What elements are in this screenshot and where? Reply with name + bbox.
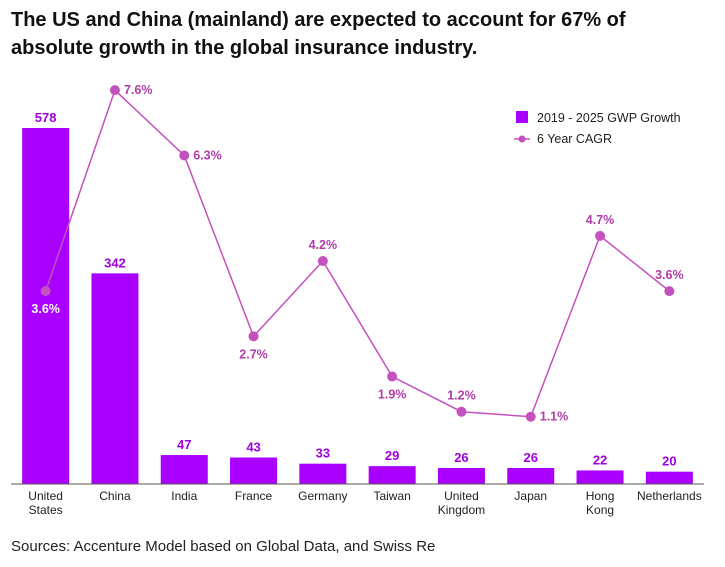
bar-9	[645, 471, 693, 484]
cagr-point-6	[456, 406, 467, 417]
x-tick-label-3: France	[235, 489, 273, 503]
x-tick-label-9: Netherlands	[637, 489, 702, 503]
bar-0	[22, 128, 70, 484]
bar-4	[299, 463, 347, 484]
x-tick-label-4: Germany	[298, 489, 347, 503]
bar-value-label-5: 29	[385, 448, 399, 463]
bar-value-label-8: 22	[593, 452, 607, 467]
cagr-value-label-5: 1.9%	[378, 388, 407, 402]
cagr-point-4	[317, 255, 328, 266]
legend-bar-swatch	[516, 111, 528, 123]
x-tick-label-7: Japan	[514, 489, 547, 503]
cagr-point-2	[179, 150, 190, 161]
x-tick-label-part: India	[171, 489, 197, 503]
bar-value-label-9: 20	[662, 454, 676, 469]
x-tick-label-5: Taiwan	[373, 489, 410, 503]
x-tick-label-part: Hong	[586, 489, 615, 503]
cagr-value-label-1: 7.6%	[124, 83, 153, 97]
bar-1	[91, 273, 139, 484]
cagr-value-label-7: 1.1%	[540, 410, 569, 424]
x-tick-label-part: Netherlands	[637, 489, 702, 503]
bar-7	[507, 467, 555, 484]
cagr-value-label-0: 3.6%	[31, 302, 60, 316]
x-tick-label-part: Japan	[514, 489, 547, 503]
cagr-point-5	[387, 371, 398, 382]
bar-value-label-2: 47	[177, 437, 191, 452]
x-tick-label-part: States	[29, 503, 63, 517]
bar-value-label-6: 26	[454, 450, 468, 465]
cagr-value-label-9: 3.6%	[655, 268, 684, 282]
cagr-point-1	[109, 85, 120, 96]
cagr-value-label-2: 6.3%	[193, 148, 222, 162]
cagr-point-3	[248, 331, 259, 342]
x-tick-label-6: United Kingdom	[438, 489, 485, 517]
chart-title: The US and China (mainland) are expected…	[11, 9, 626, 59]
cagr-point-7	[525, 411, 536, 422]
bar-8	[576, 470, 624, 484]
bar-3	[230, 457, 278, 484]
x-tick-label-part: France	[235, 489, 273, 503]
x-tick-label-part: Germany	[298, 489, 347, 503]
x-tick-label-part: China	[99, 489, 131, 503]
bar-value-label-4: 33	[316, 446, 330, 461]
x-tick-label-part: Kingdom	[438, 503, 485, 517]
bar-6	[437, 467, 485, 484]
cagr-value-label-4: 4.2%	[309, 238, 338, 252]
cagr-point-8	[595, 230, 606, 241]
bar-value-label-1: 342	[104, 255, 126, 270]
legend-bar-label: 2019 - 2025 GWP Growth	[537, 111, 681, 125]
x-tick-label-part: United	[444, 489, 479, 503]
cagr-line	[44, 88, 670, 418]
cagr-value-label-8: 4.7%	[586, 213, 615, 227]
bar-value-label-3: 43	[246, 440, 260, 455]
x-tick-label-part: United	[28, 489, 63, 503]
bar-value-label-0: 578	[35, 110, 57, 125]
cagr-point-0	[40, 286, 51, 297]
bar-5	[368, 466, 416, 484]
cagr-value-label-6: 1.2%	[447, 389, 476, 403]
cagr-point-9	[664, 286, 675, 297]
legend-line-marker	[518, 135, 526, 143]
x-tick-label-0: United States	[28, 489, 63, 517]
x-tick-label-8: Hong Kong	[586, 489, 615, 517]
x-tick-label-part: Kong	[586, 503, 614, 517]
bar-value-label-7: 26	[524, 450, 538, 465]
cagr-value-label-3: 2.7%	[239, 347, 268, 361]
x-tick-label-2: India	[171, 489, 197, 503]
x-tick-label-1: China	[99, 489, 131, 503]
legend-line-label: 6 Year CAGR	[537, 132, 612, 146]
bar-2	[160, 455, 208, 484]
x-tick-label-part: Taiwan	[373, 489, 410, 503]
source-note: Sources: Accenture Model based on Global…	[11, 538, 436, 555]
